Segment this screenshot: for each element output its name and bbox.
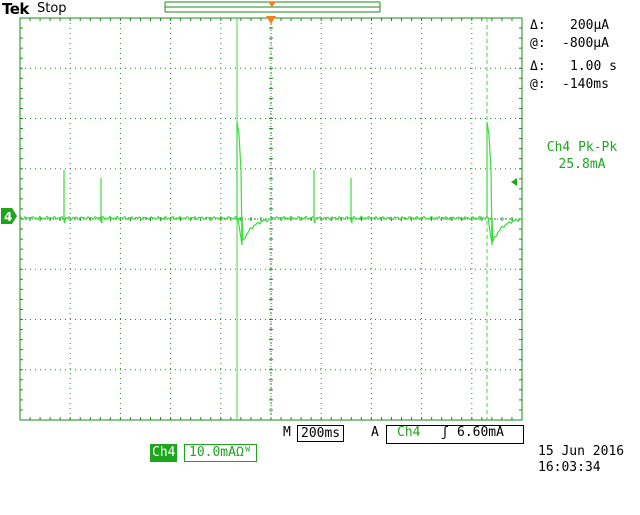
channel-name[interactable]: Ch4: [150, 444, 178, 462]
trigger-readout[interactable]: A Ch4 ʃ 6.60mA: [371, 425, 524, 515]
ch4-waveform: [19, 121, 523, 246]
timebase-value[interactable]: 200ms: [297, 425, 345, 442]
at-t-label: @:: [530, 77, 546, 92]
date-time: 15 Jun 2016 16:03:34: [538, 444, 624, 476]
measurement-label: Ch4 Pk-Pk: [546, 140, 618, 155]
rising-edge-icon: ʃ: [441, 425, 449, 440]
trigger-channel: Ch4: [397, 425, 421, 440]
channel-4-marker[interactable]: 4: [1, 208, 17, 224]
delta-t-value: 1.00 s: [570, 59, 617, 74]
status-bar: Tek Stop: [0, 0, 640, 18]
run-state: Stop: [37, 1, 67, 16]
delta-v-value: 200μA: [570, 18, 610, 33]
measurement-value: 25.8mA: [558, 157, 606, 172]
date: 15 Jun 2016: [538, 444, 625, 459]
svg-text:4: 4: [4, 210, 12, 224]
trigger-level: 6.60mA: [457, 425, 504, 440]
timebase-readout[interactable]: M 200ms: [283, 425, 345, 442]
timebase-prefix: M: [283, 425, 291, 440]
delta-t-label: Δ:: [530, 59, 546, 74]
trigger-mode: A: [371, 425, 379, 440]
trigger-box[interactable]: [386, 425, 524, 444]
at-v-label: @:: [530, 36, 546, 51]
channel-scale[interactable]: 10.0mAΩᵂ: [184, 444, 257, 462]
brand-logo: Tek: [2, 0, 29, 18]
trigger-level-marker[interactable]: [511, 178, 517, 186]
cursor-readout: Δ: 200μA @: -800μA Δ: 1.00 s @: -140ms: [526, 16, 638, 96]
oscilloscope-screen: 4: [1, 1, 523, 421]
at-t-value: -140ms: [562, 77, 609, 92]
delta-v-label: Δ:: [530, 18, 546, 33]
record-view-bar: [164, 1, 381, 13]
at-v-value: -800μA: [562, 36, 609, 51]
trigger-position-marker[interactable]: [266, 16, 276, 24]
time: 16:03:34: [538, 460, 601, 475]
